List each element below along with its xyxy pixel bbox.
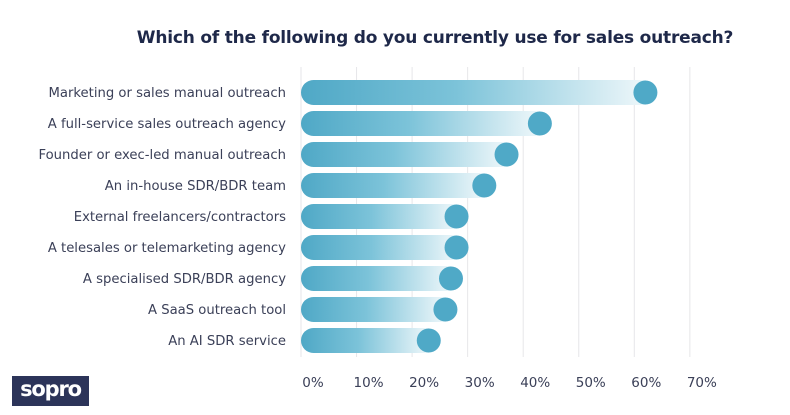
logo-text: sopro xyxy=(20,377,82,401)
bar xyxy=(301,111,540,136)
x-tick-label: 20% xyxy=(409,375,439,391)
category-label: External freelancers/contractors xyxy=(74,210,286,225)
sopro-logo: sopro xyxy=(12,376,89,406)
category-label: A full-service sales outreach agency xyxy=(48,117,286,132)
x-tick-label: 60% xyxy=(631,375,661,391)
x-tick-label: 0% xyxy=(302,375,324,391)
bar-end-marker xyxy=(416,328,441,353)
bars xyxy=(301,80,658,353)
bar-end-marker xyxy=(494,142,519,167)
x-axis-ticks: 0% 10% 20% 30% 40% 50% 60% 70% xyxy=(302,375,717,391)
bar-end-marker xyxy=(633,80,658,105)
bar xyxy=(301,297,446,322)
x-tick-label: 70% xyxy=(687,375,717,391)
bar-end-marker xyxy=(433,297,458,322)
category-label: A SaaS outreach tool xyxy=(148,303,286,318)
category-label: A telesales or telemarketing agency xyxy=(48,241,286,256)
bar-end-marker xyxy=(438,266,463,291)
category-label: An AI SDR service xyxy=(168,334,286,349)
bar-end-marker xyxy=(444,204,469,229)
category-label: An in-house SDR/BDR team xyxy=(105,179,286,194)
x-tick-label: 10% xyxy=(354,375,384,391)
bar-end-marker xyxy=(527,111,552,136)
x-tick-label: 40% xyxy=(520,375,550,391)
bar xyxy=(301,266,451,291)
bar xyxy=(301,173,485,198)
bar xyxy=(301,235,457,260)
bar xyxy=(301,142,507,167)
x-tick-label: 50% xyxy=(576,375,606,391)
bar xyxy=(301,80,646,105)
chart-title: Which of the following do you currently … xyxy=(136,28,734,48)
category-label: A specialised SDR/BDR agency xyxy=(83,272,286,287)
bar-end-marker xyxy=(472,173,497,198)
category-labels: Marketing or sales manual outreach A full… xyxy=(38,86,286,349)
bar xyxy=(301,328,429,353)
category-label: Marketing or sales manual outreach xyxy=(48,86,286,101)
bar xyxy=(301,204,457,229)
x-tick-label: 30% xyxy=(465,375,495,391)
category-label: Founder or exec-led manual outreach xyxy=(38,148,286,163)
bar-end-marker xyxy=(444,235,469,260)
